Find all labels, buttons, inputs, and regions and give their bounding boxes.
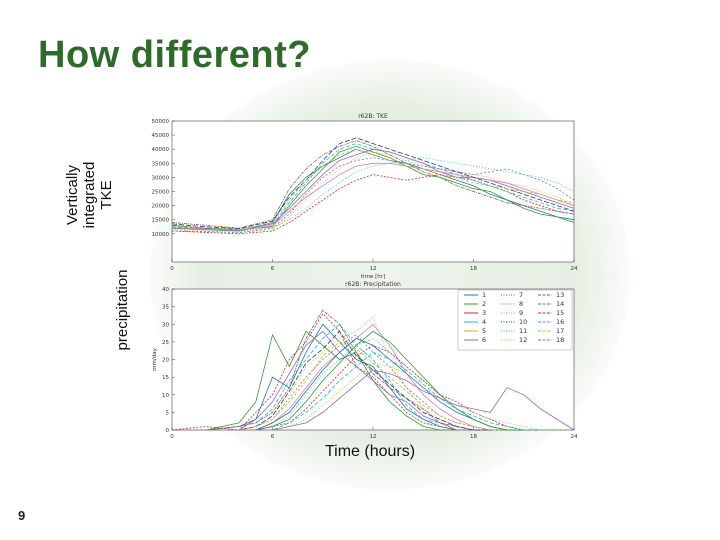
y-tick-label: 50000 (152, 119, 170, 125)
y-tick-label: 0 (166, 428, 170, 434)
legend-label: 10 (519, 318, 527, 326)
y-tick-label: 40 (162, 287, 169, 293)
x-tick-label: 12 (370, 266, 377, 272)
x-tick-label: 6 (271, 266, 275, 272)
legend-label: 14 (556, 300, 564, 308)
series-line-11 (171, 157, 575, 232)
series-line-9 (171, 162, 575, 231)
page-number: 9 (18, 508, 26, 523)
x-tick-label: 18 (470, 266, 477, 272)
legend-label: 15 (556, 309, 564, 317)
x-tick-label: 0 (170, 266, 174, 272)
series-line-8 (171, 157, 575, 234)
x-tick-label: 0 (170, 434, 174, 440)
legend-label: 9 (519, 309, 523, 317)
slide-title: How different? (38, 34, 311, 76)
y-tick-label: 15000 (152, 218, 170, 224)
y-tick-label: 15 (162, 375, 169, 381)
legend-label: 8 (519, 300, 523, 308)
legend-label: 1 (482, 291, 486, 299)
y-tick-label: 5 (166, 410, 170, 416)
series-line-6 (171, 148, 575, 231)
legend-label: 12 (519, 336, 527, 344)
plot-frame (171, 120, 575, 263)
series-line-11 (172, 337, 574, 431)
y-tick-label: 30000 (152, 175, 170, 181)
x-axis-label: time [hr] (361, 274, 385, 280)
legend-label: 18 (556, 336, 564, 344)
legend-label: 4 (482, 318, 486, 326)
series-line-17 (172, 362, 574, 431)
legend-label: 13 (556, 291, 564, 299)
tke-chart (171, 120, 575, 263)
y-tick-label: 20 (162, 358, 169, 364)
time-axis-caption: Time (hours) (324, 443, 416, 460)
series-line-12 (171, 148, 575, 230)
legend-label: 2 (482, 300, 486, 308)
legend-label: 7 (519, 291, 523, 299)
x-tick-label: 24 (571, 266, 578, 272)
series-line-16 (172, 351, 574, 431)
series-line-3 (171, 174, 575, 235)
legend-label: 5 (482, 327, 486, 335)
y-tick-label: 25000 (152, 190, 170, 196)
y-tick-label: 20000 (152, 204, 170, 210)
series-line-18 (172, 369, 575, 431)
y-tick-label: 35 (162, 305, 169, 311)
y-tick-label: 40000 (152, 147, 170, 153)
x-tick-label: 24 (571, 434, 578, 440)
legend-label: 6 (482, 336, 486, 344)
x-tick-label: 6 (271, 434, 275, 440)
series-line-15 (172, 344, 574, 431)
chart-title: r62B: Precipitation (345, 281, 401, 288)
x-tick-label: 18 (470, 434, 477, 440)
y-tick-label: 30 (162, 322, 169, 328)
y-tick-label: 35000 (152, 161, 170, 167)
legend-box (457, 289, 573, 351)
y-tick-label: 10000 (152, 232, 170, 238)
legend-label: 11 (519, 327, 527, 335)
y-tick-label: 25 (162, 340, 169, 346)
legend-label: 17 (556, 327, 564, 335)
series-line-10 (171, 137, 575, 230)
y-axis-label: mm/day (152, 347, 158, 370)
series-line-5 (171, 151, 575, 233)
x-tick-label: 12 (370, 434, 377, 440)
legend-label: 16 (556, 318, 564, 326)
y-tick-label: 10 (162, 393, 169, 399)
legend-label: 3 (482, 309, 486, 317)
y-tick-label: 45000 (152, 133, 170, 139)
chart-title: r62B: TKE (358, 113, 388, 120)
